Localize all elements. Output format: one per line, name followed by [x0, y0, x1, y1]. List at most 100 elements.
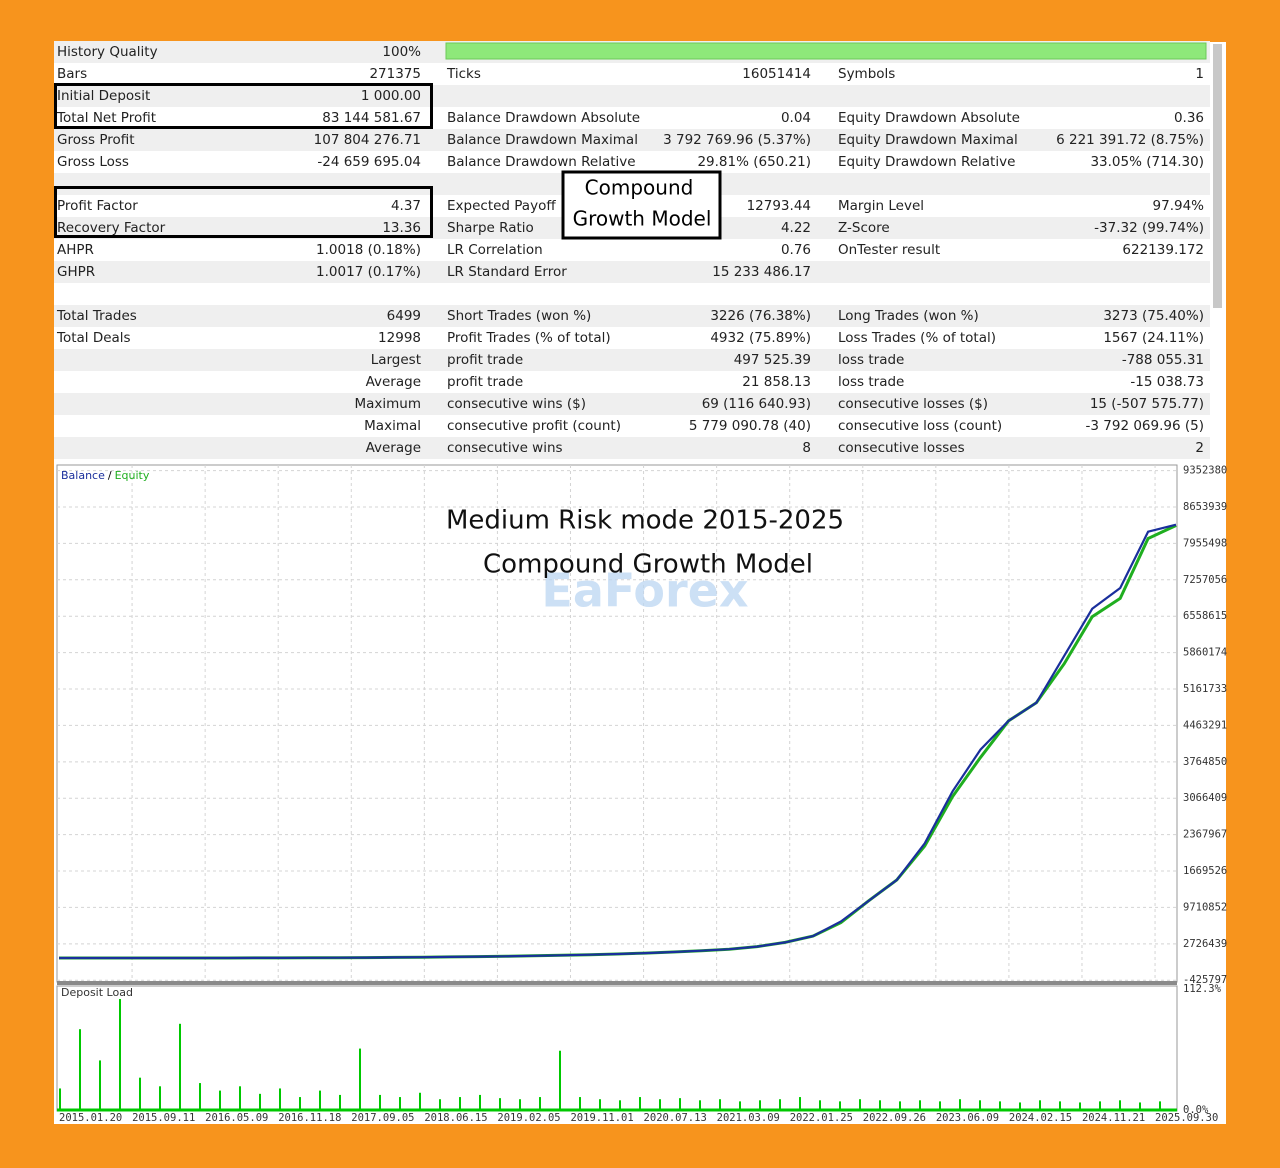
- row-background: [54, 437, 1210, 459]
- deposit-frame: [56, 985, 1178, 1112]
- chart-frame: [56, 464, 1178, 983]
- report-cell: 0.04: [781, 110, 811, 126]
- report-cell: Symbols: [838, 66, 895, 82]
- load-bar: [339, 1094, 341, 1110]
- load-bar: [699, 1100, 701, 1110]
- x-tick-label: 2019.11.01: [570, 1112, 633, 1124]
- load-bar: [99, 1060, 101, 1110]
- legend-entry: Balance: [61, 469, 105, 482]
- report-cell: 3 792 769.96 (5.37%): [663, 132, 811, 148]
- report-cell: Average: [366, 374, 421, 390]
- legend-separator: /: [108, 469, 112, 482]
- series-line: [59, 523, 1177, 960]
- x-tick-label: 2017.09.05: [351, 1112, 414, 1124]
- report-cell: loss trade: [838, 374, 904, 390]
- report-cell: 12793.44: [747, 198, 811, 214]
- load-bar: [579, 1097, 581, 1110]
- y-tick-label: 1669526: [1183, 865, 1227, 877]
- report-cell: LR Standard Error: [447, 264, 567, 280]
- report-cell: 4.22: [781, 220, 811, 236]
- report-cell: 13.36: [382, 220, 421, 236]
- report-cell: Gross Loss: [57, 154, 129, 170]
- load-bar: [439, 1099, 441, 1110]
- load-bar: [739, 1101, 741, 1110]
- report-cell: OnTester result: [838, 242, 940, 258]
- report-cell: Long Trades (won %): [838, 308, 979, 324]
- report-cell: Bars: [57, 66, 87, 82]
- report-cell: 3273 (75.40%): [1103, 308, 1204, 324]
- load-bar: [159, 1086, 161, 1110]
- report-cell: LR Correlation: [447, 242, 543, 258]
- report-cell: 4932 (75.89%): [710, 330, 811, 346]
- load-bar: [1139, 1102, 1141, 1110]
- report-cell: 16051414: [742, 66, 811, 82]
- report-cell: 15 (-507 575.77): [1090, 396, 1204, 412]
- report-cell: 6 221 391.72 (8.75%): [1056, 132, 1204, 148]
- report-cell: -37.32 (99.74%): [1094, 220, 1204, 236]
- x-tick-label: 2023.06.09: [936, 1112, 999, 1124]
- legend: Balance / Equity: [61, 469, 150, 482]
- report-cell: 5 779 090.78 (40): [689, 418, 811, 434]
- load-bar: [719, 1099, 721, 1110]
- load-bar: [119, 999, 121, 1110]
- load-bar: [539, 1097, 541, 1110]
- load-bar: [239, 1086, 241, 1110]
- report-cell: Average: [366, 440, 421, 456]
- report-cell: Largest: [371, 352, 421, 368]
- report-cell: consecutive losses ($): [838, 396, 988, 412]
- report-cell: Maximal: [364, 418, 421, 434]
- x-tick-label: 2024.02.15: [1009, 1112, 1072, 1124]
- report-cell: 622139.172: [1122, 242, 1204, 258]
- load-bar: [299, 1097, 301, 1110]
- chart-subtitle: Compound Growth Model: [483, 550, 813, 580]
- report-cell: 29.81% (650.21): [697, 154, 811, 170]
- y-tick-label: 6558615: [1183, 610, 1227, 622]
- scrollbar[interactable]: [1213, 44, 1222, 308]
- report-cell: 15 233 486.17: [712, 264, 811, 280]
- report-cell: 2: [1195, 440, 1204, 456]
- report-cell: Balance Drawdown Absolute: [447, 110, 640, 126]
- load-bar: [799, 1097, 801, 1110]
- load-bar: [499, 1098, 501, 1110]
- load-bar: [279, 1088, 281, 1110]
- annotation-box: [561, 170, 722, 240]
- report-cell: 12998: [378, 330, 421, 346]
- y-tick-label: 8653939: [1183, 501, 1227, 513]
- report-cell: consecutive profit (count): [447, 418, 621, 434]
- chart-title: Medium Risk mode 2015-2025: [446, 506, 844, 536]
- report-cell: Profit Factor: [57, 198, 138, 214]
- report-cell: -15 038.73: [1130, 374, 1204, 390]
- report-cell: Gross Profit: [57, 132, 135, 148]
- pane-separator: [57, 981, 1177, 985]
- report-cell: 21 858.13: [742, 374, 811, 390]
- load-bar: [259, 1093, 261, 1110]
- load-bar: [519, 1099, 521, 1110]
- load-bar: [319, 1090, 321, 1110]
- quality-bar: [445, 42, 1207, 60]
- report-cell: 107 804 276.71: [314, 132, 421, 148]
- load-bar: [1159, 1101, 1161, 1110]
- x-tick-label: 2020.07.13: [644, 1112, 707, 1124]
- x-tick-label: 2022.01.25: [790, 1112, 853, 1124]
- report-cell: consecutive wins: [447, 440, 563, 456]
- load-bar: [1019, 1102, 1021, 1110]
- y-tick-label: 5860174: [1183, 647, 1227, 659]
- highlight-box: [54, 83, 433, 129]
- y-tick-label: 4463291: [1183, 719, 1227, 731]
- highlight-box: [54, 186, 433, 238]
- load-bar: [179, 1023, 181, 1110]
- row-background: [54, 129, 1210, 151]
- load-bar: [559, 1050, 561, 1110]
- report-cell: Recovery Factor: [57, 220, 166, 236]
- report-cell: Total Net Profit: [56, 110, 156, 126]
- report-cell: Z-Score: [838, 220, 890, 236]
- report-cell: 0.76: [781, 242, 811, 258]
- report-cell: Expected Payoff: [447, 198, 556, 214]
- load-bar: [419, 1092, 421, 1110]
- load-bar: [939, 1101, 941, 1110]
- watermark: EaForex: [541, 564, 748, 618]
- x-tick-label: 2025.09.30: [1155, 1112, 1218, 1124]
- load-bar: [459, 1097, 461, 1110]
- report-cell: loss trade: [838, 352, 904, 368]
- y-tick-label: 2367967: [1183, 829, 1227, 841]
